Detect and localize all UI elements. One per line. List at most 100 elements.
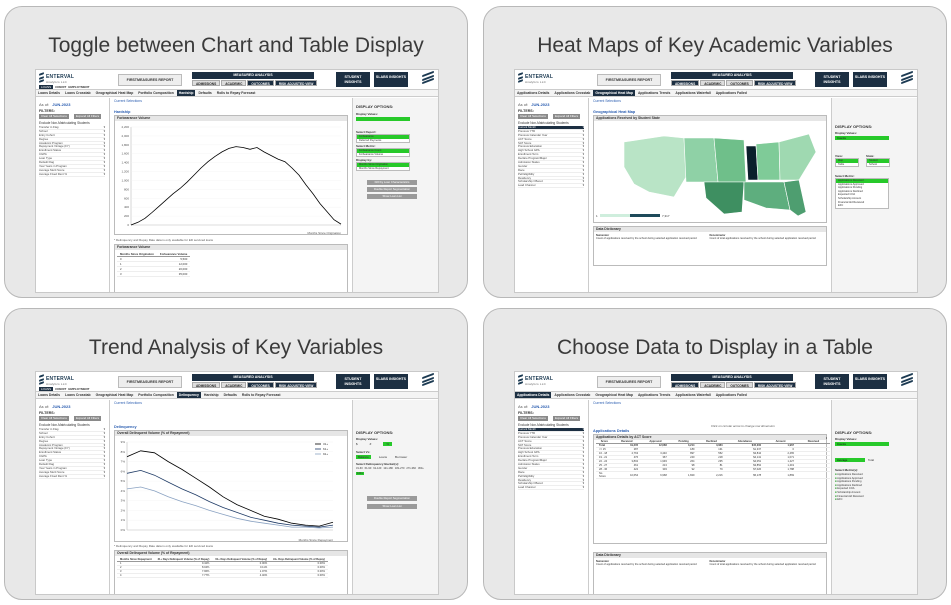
tab-admissions[interactable]: ADMISSIONS (192, 382, 221, 388)
subtab[interactable]: Applications Details (517, 91, 550, 95)
slabs-insights-tab[interactable]: SLABS INSIGHTS (374, 374, 408, 389)
filter-row[interactable]: Previous YTD ▾ (518, 431, 584, 436)
filter-row[interactable]: Enrollment Term ▾ (518, 454, 584, 460)
filter-row[interactable]: Race ▾ (518, 168, 584, 173)
filter-dropdown-icon[interactable]: ▾ (103, 128, 105, 133)
filter-dropdown-icon[interactable]: ▾ (582, 171, 584, 176)
filter-row[interactable]: Previous Education ▾ (518, 446, 584, 452)
clear-all-button[interactable]: Clear All Selections (39, 114, 69, 119)
filter-row[interactable]: Scholarship Offered ▾ (518, 482, 584, 487)
column-header[interactable]: 61+ Days Delinquent Volume (% of Repay) (212, 558, 271, 562)
filter-row[interactable]: Transfer in Flag ▾ (39, 125, 105, 130)
filter-row[interactable]: Enrollment Status ▾ (39, 148, 105, 154)
state-item[interactable]: School (869, 162, 877, 166)
filter-dropdown-icon[interactable]: ▾ (582, 132, 584, 137)
tab-employment[interactable]: EMPLOYMENT (68, 85, 90, 89)
subtab[interactable]: Portfolio Composition (138, 393, 174, 397)
tab-risk-adjusted[interactable]: RISK ADJUSTED VIEW (753, 80, 797, 86)
filter-dropdown-icon[interactable]: ▾ (582, 477, 584, 482)
filter-row[interactable]: High School GPA ▾ (518, 450, 584, 456)
filter-dropdown-icon[interactable]: ▾ (582, 175, 584, 180)
filter-row[interactable]: CGPA ▾ (39, 152, 105, 158)
filter-row[interactable]: Year Years in Program ▾ (39, 466, 105, 471)
filter-dropdown-icon[interactable]: ▾ (582, 442, 584, 447)
subtab[interactable]: Loans Crosstab (65, 91, 91, 95)
tab-admissions[interactable]: ADMISSIONS (671, 80, 700, 86)
filter-dropdown-icon[interactable]: ▾ (582, 469, 584, 474)
filter-row[interactable]: Admission Status ▾ (518, 462, 584, 467)
filter-row[interactable]: Residency ▾ (518, 175, 584, 181)
subtab[interactable]: Loans Details (38, 393, 61, 397)
filter-dropdown-icon[interactable]: ▾ (103, 125, 105, 129)
filter-dropdown-icon[interactable]: ▾ (103, 454, 105, 459)
filter-row[interactable]: Enrollment Term ▾ (518, 152, 584, 158)
filter-dropdown-icon[interactable]: ▾ (582, 163, 584, 168)
slabs-insights-tab[interactable]: SLABS INSIGHTS (853, 374, 887, 389)
show-loan-list-button[interactable]: Show Loan List (367, 194, 417, 199)
filter-row[interactable]: ACT Score ▾ (518, 439, 584, 444)
filter-dropdown-icon[interactable]: ▾ (582, 179, 584, 184)
filter-dropdown-icon[interactable]: ▾ (582, 140, 584, 145)
filter-dropdown-icon[interactable]: ▾ (103, 427, 105, 431)
double-report-button[interactable]: Double Report Segmentation (367, 496, 417, 501)
metric-item[interactable]: Financial Aid Received (838, 200, 865, 204)
expand-all-button[interactable]: Expand All Filters (553, 416, 581, 421)
display-values-select[interactable] (356, 117, 410, 121)
filter-dropdown-icon[interactable]: ▾ (103, 458, 105, 463)
filter-dropdown-icon[interactable]: ▾ (582, 446, 584, 451)
column-header[interactable]: Forbearance Volume (156, 252, 191, 257)
filter-row[interactable]: Academic Program ▾ (39, 443, 105, 448)
tab-risk-adjusted[interactable]: RISK ADJUSTED VIEW (274, 382, 318, 388)
filter-dropdown-icon[interactable]: ▾ (582, 136, 584, 141)
firstmeasures-tab[interactable]: FIRSTMEASURES REPORT (597, 74, 661, 86)
filter-dropdown-icon[interactable]: ▾ (103, 144, 105, 149)
subtab-active[interactable]: Delinquency (176, 392, 201, 398)
filter-dropdown-icon[interactable]: ▾ (103, 152, 105, 157)
tab-risk-adjusted[interactable]: RISK ADJUSTED VIEW (274, 80, 318, 86)
filter-row[interactable]: ACT Score ▾ (518, 136, 584, 142)
firstmeasures-tab[interactable]: FIRSTMEASURES REPORT (597, 376, 661, 388)
option-loans[interactable]: Loans (378, 455, 388, 459)
exclude-checkbox[interactable]: Exclude Non-Matriculating Students (518, 121, 569, 125)
tab-outcomes[interactable]: OUTCOMES (247, 80, 274, 86)
subtab[interactable]: Applications Failed (715, 393, 747, 397)
filter-dropdown-icon[interactable]: ▾ (103, 438, 105, 443)
subtab[interactable]: Applications Trends (637, 91, 671, 95)
filter-dropdown-icon[interactable]: ▾ (103, 136, 105, 141)
filter-dropdown-icon[interactable]: ▾ (103, 167, 105, 172)
tab-loans[interactable]: LOANS (39, 85, 54, 89)
filter-dropdown-icon[interactable]: ▾ (103, 462, 105, 467)
metric-check-row[interactable]: ■ Applications Pending (835, 480, 864, 484)
metric-item[interactable]: Applications Declined (838, 189, 863, 193)
student-insights-tab[interactable]: STUDENT INSIGHTS (336, 72, 370, 87)
subtab[interactable]: Applications Trends (637, 393, 671, 397)
student-insights-tab[interactable]: STUDENT INSIGHTS (336, 374, 370, 389)
subtab[interactable]: Applications Crosstab (554, 91, 591, 95)
expand-all-button[interactable]: Expand All Filters (553, 114, 581, 119)
filter-dropdown-icon[interactable]: ▾ (582, 152, 584, 157)
tab-risk-adjusted[interactable]: RISK ADJUSTED VIEW (753, 382, 797, 388)
tab-credit[interactable]: CREDIT (55, 387, 67, 391)
filter-dropdown-icon[interactable]: ▾ (103, 450, 105, 455)
column-header[interactable]: 31+ Days Delinquent Volume (% of Repay) (154, 558, 213, 562)
filter-dropdown-icon[interactable]: ▾ (582, 160, 584, 165)
expand-all-button[interactable]: Expand All Filters (74, 416, 102, 421)
filter-row[interactable]: School ▾ (39, 128, 105, 134)
subtab[interactable]: Portfolio Composition (138, 91, 174, 95)
metric-item[interactable]: Applications Received (836, 179, 888, 183)
slabs-insights-tab[interactable]: SLABS INSIGHTS (374, 72, 408, 87)
tab-admissions[interactable]: ADMISSIONS (671, 382, 700, 388)
filter-dropdown-icon[interactable]: ▾ (582, 125, 584, 129)
option-borrower[interactable]: Borrower (395, 455, 408, 459)
filter-row[interactable]: Enrollment Status ▾ (39, 450, 105, 456)
view-item[interactable]: Table (838, 162, 845, 166)
tab-employment[interactable]: EMPLOYMENT (68, 387, 90, 391)
double-report-button[interactable]: Double Report Segmentation (367, 187, 417, 192)
tab-outcomes[interactable]: OUTCOMES (726, 382, 753, 388)
column-header[interactable]: Months Since Origination (117, 252, 157, 257)
filter-row[interactable]: Repayment Vintage (FY) ▾ (39, 144, 105, 150)
filter-row[interactable]: Academic Program ▾ (39, 141, 105, 146)
subtab[interactable]: Applications Waterfall (675, 393, 711, 397)
metric-check-row[interactable]: ■ Expected COA (835, 487, 864, 491)
subtab[interactable]: Loans Crosstab (65, 393, 91, 397)
